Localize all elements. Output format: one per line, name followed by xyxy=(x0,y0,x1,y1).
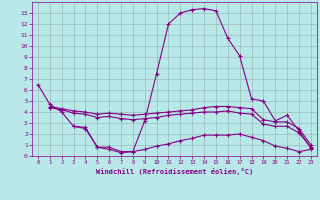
X-axis label: Windchill (Refroidissement éolien,°C): Windchill (Refroidissement éolien,°C) xyxy=(96,168,253,175)
